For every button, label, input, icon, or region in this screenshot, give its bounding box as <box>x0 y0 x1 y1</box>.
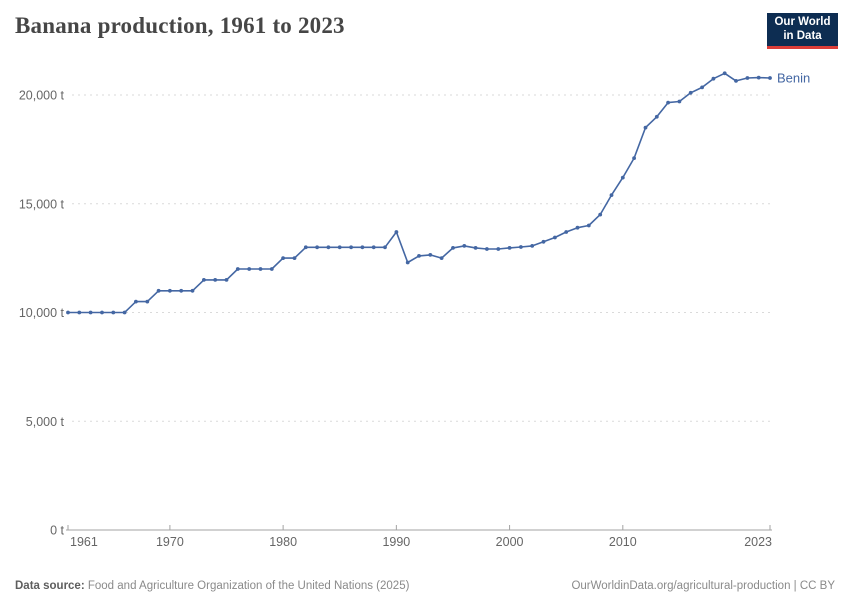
data-point[interactable] <box>258 267 263 271</box>
data-point[interactable] <box>598 212 603 217</box>
data-point[interactable] <box>620 175 625 180</box>
data-point[interactable] <box>326 245 331 250</box>
data-point[interactable] <box>383 245 387 250</box>
data-source-text: Food and Agriculture Organization of the… <box>84 580 410 592</box>
data-point[interactable] <box>700 85 704 90</box>
chart-footer: Data source: Food and Agriculture Organi… <box>0 580 850 592</box>
data-point[interactable] <box>66 310 70 315</box>
data-point[interactable] <box>168 288 172 293</box>
x-axis-tick-label: 2000 <box>496 535 524 549</box>
y-axis-tick-label: 0 t <box>50 524 64 538</box>
x-axis-tick-label: 1961 <box>70 535 98 549</box>
y-axis-tick-label: 5,000 t <box>26 415 65 429</box>
data-point[interactable] <box>100 310 104 315</box>
data-point[interactable] <box>292 256 297 260</box>
data-point[interactable] <box>745 76 750 80</box>
data-source-label: Data source: <box>15 580 85 592</box>
data-point[interactable] <box>564 230 569 234</box>
data-point[interactable] <box>462 244 467 248</box>
chart-title: Banana production, 1961 to 2023 <box>15 13 345 38</box>
data-line-benin[interactable] <box>68 72 771 314</box>
data-point[interactable] <box>122 310 127 315</box>
data-point[interactable] <box>643 125 648 130</box>
data-point[interactable] <box>303 245 308 250</box>
data-source-note: Data source: Food and Agriculture Organi… <box>15 580 409 592</box>
data-point[interactable] <box>224 278 229 282</box>
y-axis-tick-label: 10,000 t <box>19 306 65 320</box>
x-axis-tick-label: 1990 <box>382 535 410 549</box>
owid-logo[interactable]: Our World in Data <box>767 13 838 49</box>
owid-logo-line1: Our World <box>774 16 831 28</box>
data-point[interactable] <box>473 246 478 250</box>
data-point[interactable] <box>405 260 410 265</box>
data-point[interactable] <box>711 76 716 81</box>
data-point[interactable] <box>269 267 274 271</box>
data-point[interactable] <box>722 71 727 76</box>
data-point[interactable] <box>553 235 557 240</box>
data-point[interactable] <box>734 79 738 83</box>
data-point[interactable] <box>586 223 591 228</box>
data-point[interactable] <box>530 244 535 248</box>
data-point[interactable] <box>179 288 184 293</box>
data-point[interactable] <box>281 256 285 260</box>
data-point[interactable] <box>666 100 670 105</box>
data-point[interactable] <box>575 225 580 230</box>
data-point[interactable] <box>507 246 512 250</box>
data-point[interactable] <box>688 90 693 95</box>
x-axis-tick-label: 1980 <box>269 535 297 549</box>
data-point[interactable] <box>213 278 218 282</box>
data-point[interactable] <box>337 245 342 250</box>
data-point[interactable] <box>609 193 614 198</box>
data-point[interactable] <box>677 99 682 104</box>
data-point[interactable] <box>134 299 138 304</box>
y-axis-tick-label: 15,000 t <box>19 197 65 211</box>
data-point[interactable] <box>315 245 319 250</box>
data-point[interactable] <box>496 247 501 251</box>
data-point[interactable] <box>145 299 150 304</box>
data-point[interactable] <box>247 267 252 271</box>
data-point[interactable] <box>371 245 376 250</box>
y-axis-tick-label: 20,000 t <box>19 89 65 103</box>
data-point[interactable] <box>451 246 455 250</box>
owid-logo-line2: in Data <box>783 29 822 42</box>
data-point[interactable] <box>156 288 161 293</box>
data-point[interactable] <box>235 267 240 271</box>
data-point[interactable] <box>394 230 399 234</box>
data-point[interactable] <box>190 288 195 293</box>
data-point[interactable] <box>519 245 523 249</box>
data-point[interactable] <box>202 278 206 282</box>
data-point[interactable] <box>632 156 636 161</box>
data-point[interactable] <box>360 245 365 250</box>
x-axis-tick-label: 2023 <box>744 535 772 549</box>
series-label-benin[interactable]: Benin <box>777 71 810 86</box>
data-point[interactable] <box>756 75 761 80</box>
data-point[interactable] <box>541 239 546 244</box>
data-point[interactable] <box>654 114 659 119</box>
credit-link[interactable]: OurWorldinData.org/agricultural-producti… <box>571 580 835 592</box>
data-point[interactable] <box>485 247 489 251</box>
data-point[interactable] <box>428 253 433 257</box>
data-point[interactable] <box>111 310 116 315</box>
data-point[interactable] <box>77 310 82 315</box>
data-point[interactable] <box>417 254 421 258</box>
data-point[interactable] <box>349 245 353 250</box>
x-axis-tick-label: 1970 <box>156 535 184 549</box>
data-point[interactable] <box>439 256 444 260</box>
data-point[interactable] <box>88 310 93 315</box>
data-point[interactable] <box>768 76 772 80</box>
x-axis-tick-label: 2010 <box>609 535 637 549</box>
chart-canvas[interactable]: 0 t 5,000 t 10,000 t 15,000 t 20,000 t 1961 19… <box>0 0 850 560</box>
